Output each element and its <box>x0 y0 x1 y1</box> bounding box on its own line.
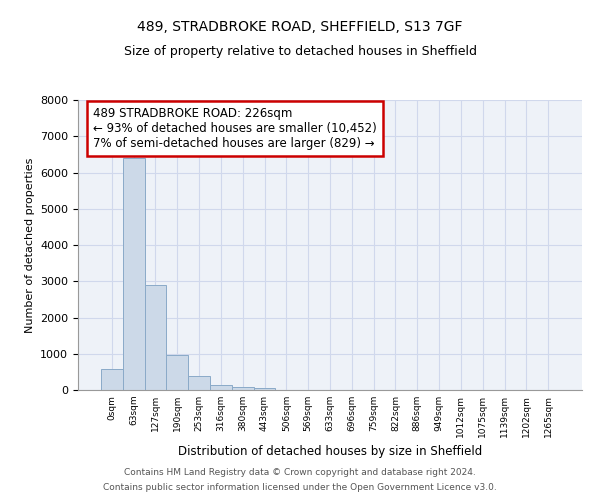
Y-axis label: Number of detached properties: Number of detached properties <box>25 158 35 332</box>
X-axis label: Distribution of detached houses by size in Sheffield: Distribution of detached houses by size … <box>178 446 482 458</box>
Text: 489, STRADBROKE ROAD, SHEFFIELD, S13 7GF: 489, STRADBROKE ROAD, SHEFFIELD, S13 7GF <box>137 20 463 34</box>
Bar <box>254 388 275 390</box>
Bar <box>210 385 232 390</box>
Bar <box>101 369 123 390</box>
Bar <box>232 387 254 390</box>
Bar <box>123 158 145 390</box>
Text: Contains HM Land Registry data © Crown copyright and database right 2024.: Contains HM Land Registry data © Crown c… <box>124 468 476 477</box>
Bar <box>145 285 166 390</box>
Text: 489 STRADBROKE ROAD: 226sqm
← 93% of detached houses are smaller (10,452)
7% of : 489 STRADBROKE ROAD: 226sqm ← 93% of det… <box>93 108 377 150</box>
Bar <box>188 376 210 390</box>
Text: Size of property relative to detached houses in Sheffield: Size of property relative to detached ho… <box>124 45 476 58</box>
Text: Contains public sector information licensed under the Open Government Licence v3: Contains public sector information licen… <box>103 483 497 492</box>
Bar <box>166 355 188 390</box>
